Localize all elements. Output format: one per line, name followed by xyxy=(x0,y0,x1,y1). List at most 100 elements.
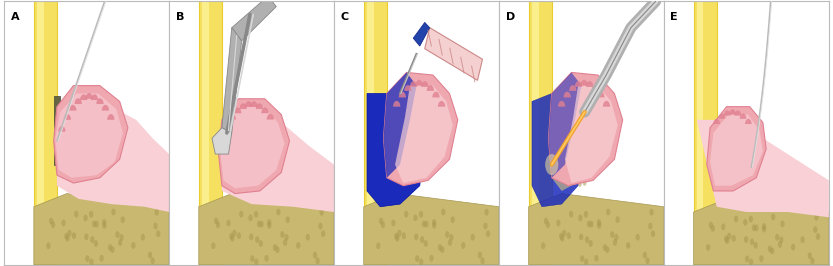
Circle shape xyxy=(92,221,97,227)
Circle shape xyxy=(585,236,589,243)
Circle shape xyxy=(478,252,482,259)
Polygon shape xyxy=(199,1,222,265)
Polygon shape xyxy=(53,86,128,183)
Circle shape xyxy=(448,239,452,246)
Circle shape xyxy=(392,219,396,226)
Circle shape xyxy=(561,132,565,138)
Circle shape xyxy=(813,226,817,233)
Circle shape xyxy=(586,221,591,227)
Wedge shape xyxy=(107,114,114,120)
Circle shape xyxy=(614,234,618,241)
Wedge shape xyxy=(438,101,445,107)
Wedge shape xyxy=(581,80,588,86)
Circle shape xyxy=(429,255,434,262)
Circle shape xyxy=(816,233,821,240)
Circle shape xyxy=(257,221,262,227)
Circle shape xyxy=(485,209,489,216)
Circle shape xyxy=(267,219,272,226)
Circle shape xyxy=(579,234,583,240)
Circle shape xyxy=(566,99,569,105)
Circle shape xyxy=(650,209,654,216)
Polygon shape xyxy=(383,72,458,186)
Circle shape xyxy=(99,255,104,262)
Wedge shape xyxy=(228,114,236,120)
Circle shape xyxy=(84,234,88,240)
Wedge shape xyxy=(713,119,720,124)
Circle shape xyxy=(255,236,259,243)
Circle shape xyxy=(584,259,588,265)
Polygon shape xyxy=(222,28,242,133)
Circle shape xyxy=(284,234,288,241)
Circle shape xyxy=(132,242,136,249)
Polygon shape xyxy=(199,194,334,265)
Text: D: D xyxy=(506,12,515,22)
Circle shape xyxy=(724,235,728,242)
Text: E: E xyxy=(671,12,678,22)
Circle shape xyxy=(589,221,594,228)
Circle shape xyxy=(578,181,581,187)
Polygon shape xyxy=(364,1,387,265)
Circle shape xyxy=(254,259,258,265)
Circle shape xyxy=(112,209,116,215)
Circle shape xyxy=(94,221,99,228)
Circle shape xyxy=(254,211,258,218)
Circle shape xyxy=(583,180,586,186)
Circle shape xyxy=(552,105,556,111)
Circle shape xyxy=(232,230,237,236)
Circle shape xyxy=(594,255,599,262)
Polygon shape xyxy=(202,1,209,265)
Circle shape xyxy=(313,252,317,259)
Wedge shape xyxy=(102,105,109,111)
Wedge shape xyxy=(267,114,274,120)
Circle shape xyxy=(259,240,263,247)
Circle shape xyxy=(102,219,107,226)
Circle shape xyxy=(566,145,569,151)
Circle shape xyxy=(597,222,601,229)
Circle shape xyxy=(316,257,320,264)
Circle shape xyxy=(578,169,581,175)
Circle shape xyxy=(420,236,424,243)
Circle shape xyxy=(808,252,812,259)
Polygon shape xyxy=(413,22,430,46)
Circle shape xyxy=(64,233,68,240)
Wedge shape xyxy=(740,114,746,119)
Circle shape xyxy=(646,257,650,264)
Circle shape xyxy=(566,147,570,153)
Circle shape xyxy=(277,209,281,215)
Text: B: B xyxy=(176,12,184,22)
Wedge shape xyxy=(729,109,736,115)
Circle shape xyxy=(762,226,766,232)
Circle shape xyxy=(815,214,819,221)
Circle shape xyxy=(481,257,485,264)
Circle shape xyxy=(72,232,76,239)
Wedge shape xyxy=(597,92,605,97)
Circle shape xyxy=(432,222,436,229)
Circle shape xyxy=(775,234,780,241)
Circle shape xyxy=(267,222,272,229)
Circle shape xyxy=(589,240,593,247)
Polygon shape xyxy=(529,194,664,265)
Circle shape xyxy=(90,236,94,243)
Wedge shape xyxy=(75,98,82,104)
Wedge shape xyxy=(558,101,566,107)
Circle shape xyxy=(778,241,782,248)
Circle shape xyxy=(568,180,571,186)
Wedge shape xyxy=(404,85,412,91)
Circle shape xyxy=(451,216,455,223)
Circle shape xyxy=(750,238,754,245)
Circle shape xyxy=(734,215,738,222)
Wedge shape xyxy=(58,126,66,132)
Polygon shape xyxy=(383,72,416,178)
Circle shape xyxy=(65,235,70,242)
Circle shape xyxy=(791,244,796,251)
Circle shape xyxy=(94,240,98,247)
Circle shape xyxy=(643,252,647,259)
Wedge shape xyxy=(97,98,103,104)
Wedge shape xyxy=(432,92,440,97)
Polygon shape xyxy=(34,194,169,265)
Circle shape xyxy=(424,240,428,247)
Circle shape xyxy=(67,230,72,236)
Circle shape xyxy=(606,209,611,215)
Circle shape xyxy=(811,257,815,264)
Circle shape xyxy=(567,151,571,157)
